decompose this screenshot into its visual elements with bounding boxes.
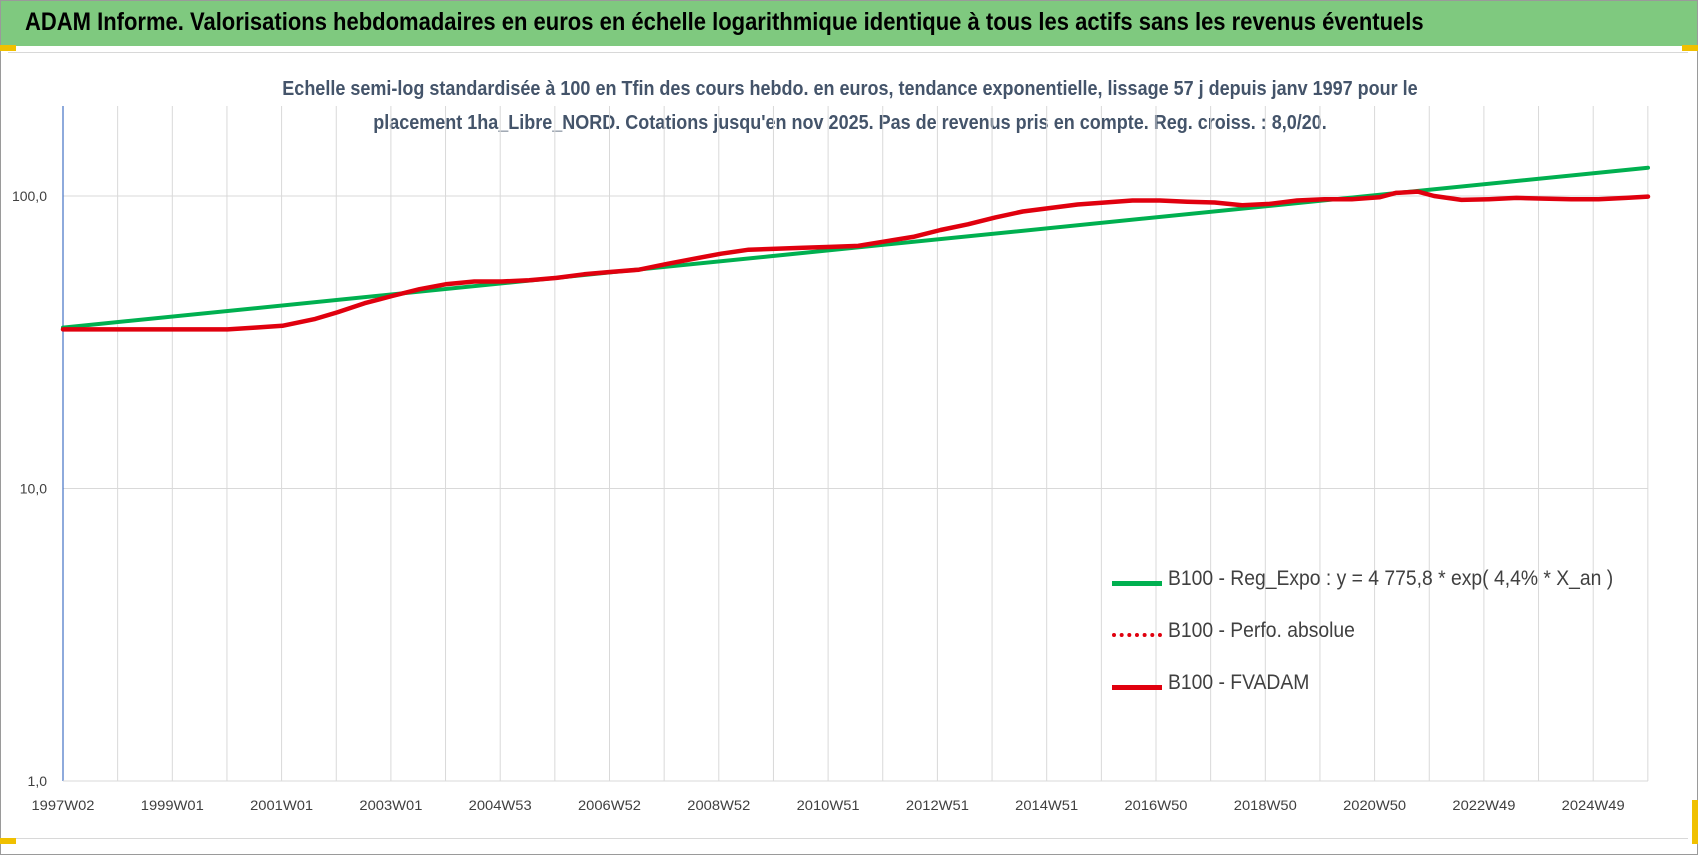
x-tick-label: 2006W52 bbox=[578, 797, 641, 813]
header-bar: ADAM Informe. Valorisations hebdomadaire… bbox=[1, 1, 1697, 46]
x-tick-label: 2014W51 bbox=[1015, 797, 1078, 813]
y-tick-label: 100,0 bbox=[12, 188, 47, 204]
legend-label-perfo-absolue: B100 - Perfo. absolue bbox=[1168, 619, 1355, 642]
corner-marker-top-left bbox=[0, 45, 16, 51]
bottom-divider bbox=[8, 838, 1688, 839]
legend-swatch-fvadam bbox=[1112, 685, 1162, 690]
legend-swatch-perfo-absolue bbox=[1112, 633, 1162, 637]
x-tick-label: 2003W01 bbox=[359, 797, 422, 813]
corner-marker-bottom-left bbox=[0, 838, 16, 844]
header-divider bbox=[8, 52, 1688, 53]
x-tick-label: 2001W01 bbox=[250, 797, 313, 813]
x-tick-label: 2012W51 bbox=[906, 797, 969, 813]
x-tick-label: 2024W49 bbox=[1562, 797, 1625, 813]
y-tick-label: 10,0 bbox=[20, 481, 47, 497]
y-tick-label: 1,0 bbox=[28, 773, 48, 789]
corner-marker-bottom-right bbox=[1692, 800, 1698, 844]
page-title: ADAM Informe. Valorisations hebdomadaire… bbox=[25, 8, 1424, 36]
legend-swatch-reg-expo bbox=[1112, 581, 1162, 586]
x-tick-label: 2004W53 bbox=[469, 797, 532, 813]
x-tick-label: 2010W51 bbox=[797, 797, 860, 813]
x-tick-label: 1997W02 bbox=[32, 797, 95, 813]
series-line-fvadam bbox=[60, 189, 1651, 332]
corner-marker-top-right bbox=[1682, 45, 1698, 51]
legend-label-reg-expo: B100 - Reg_Expo : y = 4 775,8 * exp( 4,4… bbox=[1168, 567, 1614, 590]
x-tick-label: 1999W01 bbox=[141, 797, 204, 813]
x-tick-label: 2022W49 bbox=[1452, 797, 1515, 813]
x-tick-label: 2018W50 bbox=[1234, 797, 1297, 813]
x-tick-label: 2008W52 bbox=[687, 797, 750, 813]
x-tick-label: 2020W50 bbox=[1343, 797, 1406, 813]
chart-title: Echelle semi-log standardisée à 100 en T… bbox=[282, 78, 1418, 134]
x-tick-label: 2016W50 bbox=[1125, 797, 1188, 813]
legend-label-fvadam: B100 - FVADAM bbox=[1168, 671, 1310, 694]
